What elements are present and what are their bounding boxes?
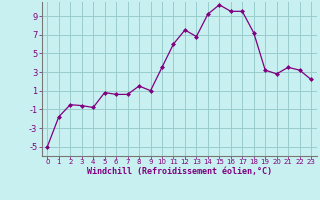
X-axis label: Windchill (Refroidissement éolien,°C): Windchill (Refroidissement éolien,°C) — [87, 167, 272, 176]
